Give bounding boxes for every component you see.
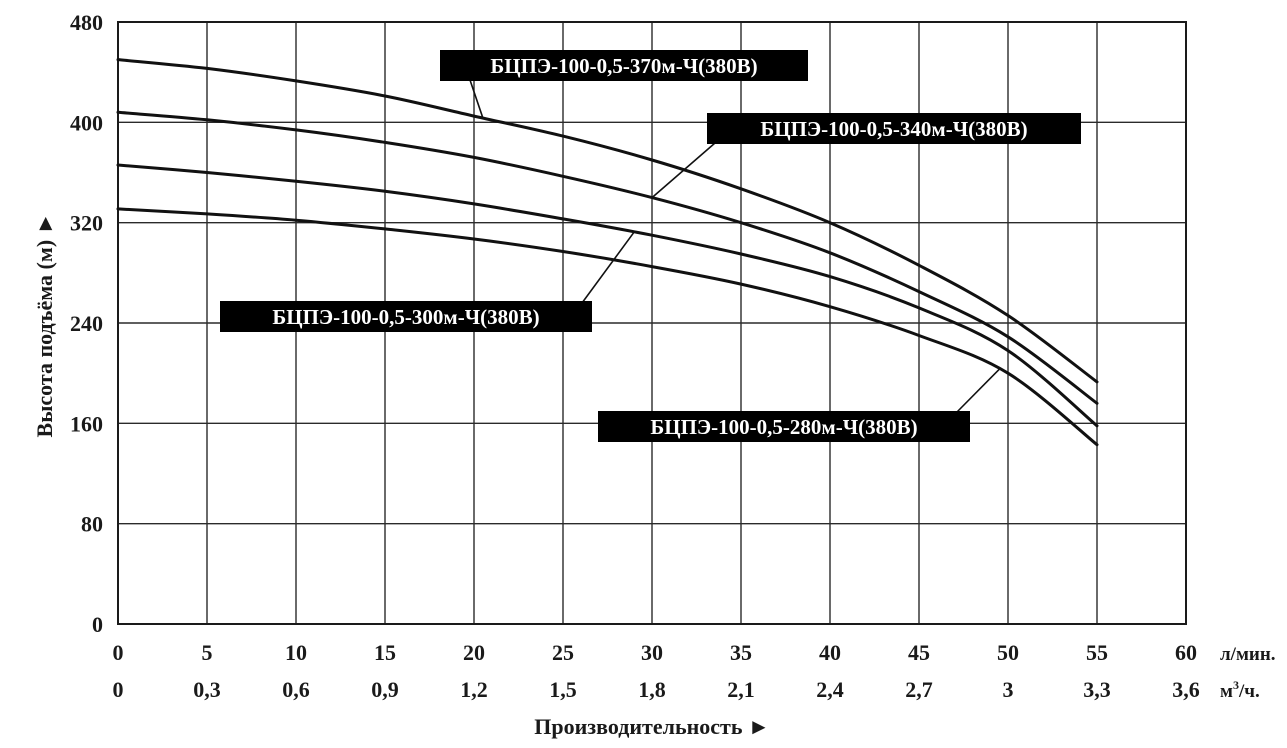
x-secondary-tick-label: 2,7: [905, 677, 933, 702]
plot-frame: [117, 21, 1187, 625]
y-tick-label: 160: [70, 411, 103, 436]
x-secondary-tick-labels: 0 0,3 0,6 0,9 1,2 1,5 1,8 2,1 2,4 2,7 3 3,3 3,6: [113, 677, 1200, 702]
x-secondary-tick-label: 1,5: [549, 677, 577, 702]
series-label-4: БЦПЭ-100-0,5-280м-Ч(380В): [650, 415, 917, 439]
series-label-2: БЦПЭ-100-0,5-340м-Ч(380В): [760, 117, 1027, 141]
series-label-box-3: [220, 301, 592, 332]
x-tick-label: 60: [1175, 640, 1197, 665]
series-line-3: [116, 163, 1099, 428]
x-tick-label: 20: [463, 640, 485, 665]
leader-line-1: [469, 79, 484, 119]
x-unit-secondary-sup: 3: [1233, 678, 1239, 692]
x-tick-label: 35: [730, 640, 752, 665]
x-secondary-tick-label: 3: [1003, 677, 1014, 702]
x-tick-label: 45: [908, 640, 930, 665]
series-label-box-4: [598, 411, 970, 442]
y-tick-label: 480: [70, 10, 103, 35]
x-secondary-tick-label: 0: [113, 677, 124, 702]
x-tick-label: 50: [997, 640, 1019, 665]
y-tick-labels: 0 80 160 240 320 400 480: [70, 10, 103, 637]
x-tick-label: 15: [374, 640, 396, 665]
x-tick-label: 0: [113, 640, 124, 665]
x-tick-labels: 0 5 10 15 20 25 30 35 40 45 50 55 60: [113, 640, 1198, 665]
y-tick-label: 320: [70, 211, 103, 236]
series-label-1: БЦПЭ-100-0,5-370м-Ч(380В): [490, 54, 757, 78]
x-secondary-tick-label: 1,2: [460, 677, 488, 702]
series-lines: [116, 58, 1099, 447]
x-secondary-tick-label: 1,8: [638, 677, 666, 702]
x-unit-primary: л/мин.: [1220, 644, 1276, 665]
x-secondary-tick-label: 3,6: [1172, 677, 1200, 702]
y-tick-label: 80: [81, 512, 103, 537]
leader-line-4: [955, 368, 1000, 414]
x-axis-title: Производительность ►: [534, 714, 769, 739]
y-tick-label: 400: [70, 110, 103, 135]
x-secondary-tick-label: 0,3: [193, 677, 221, 702]
x-unit-secondary-base: м: [1220, 681, 1233, 702]
series-label-3: БЦПЭ-100-0,5-300м-Ч(380В): [272, 305, 539, 329]
x-unit-secondary: м3/ч.: [1220, 678, 1260, 702]
y-axis-title: Высота подъёма (м) ►: [32, 213, 57, 438]
y-tick-label: 0: [92, 612, 103, 637]
x-tick-label: 30: [641, 640, 663, 665]
series-label-box-2: [707, 113, 1081, 144]
leader-line-2: [651, 142, 716, 199]
series-line-4: [116, 207, 1099, 447]
series-line-1: [116, 58, 1099, 384]
x-secondary-tick-label: 0,9: [371, 677, 399, 702]
x-tick-label: 25: [552, 640, 574, 665]
series-labels: БЦПЭ-100-0,5-370м-Ч(380В) БЦПЭ-100-0,5-34…: [220, 50, 1081, 442]
x-tick-label: 5: [202, 640, 213, 665]
x-secondary-tick-label: 2,4: [816, 677, 844, 702]
series-line-2: [116, 110, 1099, 405]
leader-line-3: [581, 231, 635, 304]
x-secondary-tick-label: 0,6: [282, 677, 310, 702]
x-tick-label: 55: [1086, 640, 1108, 665]
label-leader-lines: [469, 79, 1000, 414]
x-tick-label: 40: [819, 640, 841, 665]
x-secondary-tick-label: 2,1: [727, 677, 755, 702]
series-label-box-1: [440, 50, 808, 81]
x-tick-label: 10: [285, 640, 307, 665]
y-tick-label: 240: [70, 311, 103, 336]
x-secondary-tick-label: 3,3: [1083, 677, 1111, 702]
x-unit-secondary-tail: /ч.: [1238, 681, 1260, 702]
